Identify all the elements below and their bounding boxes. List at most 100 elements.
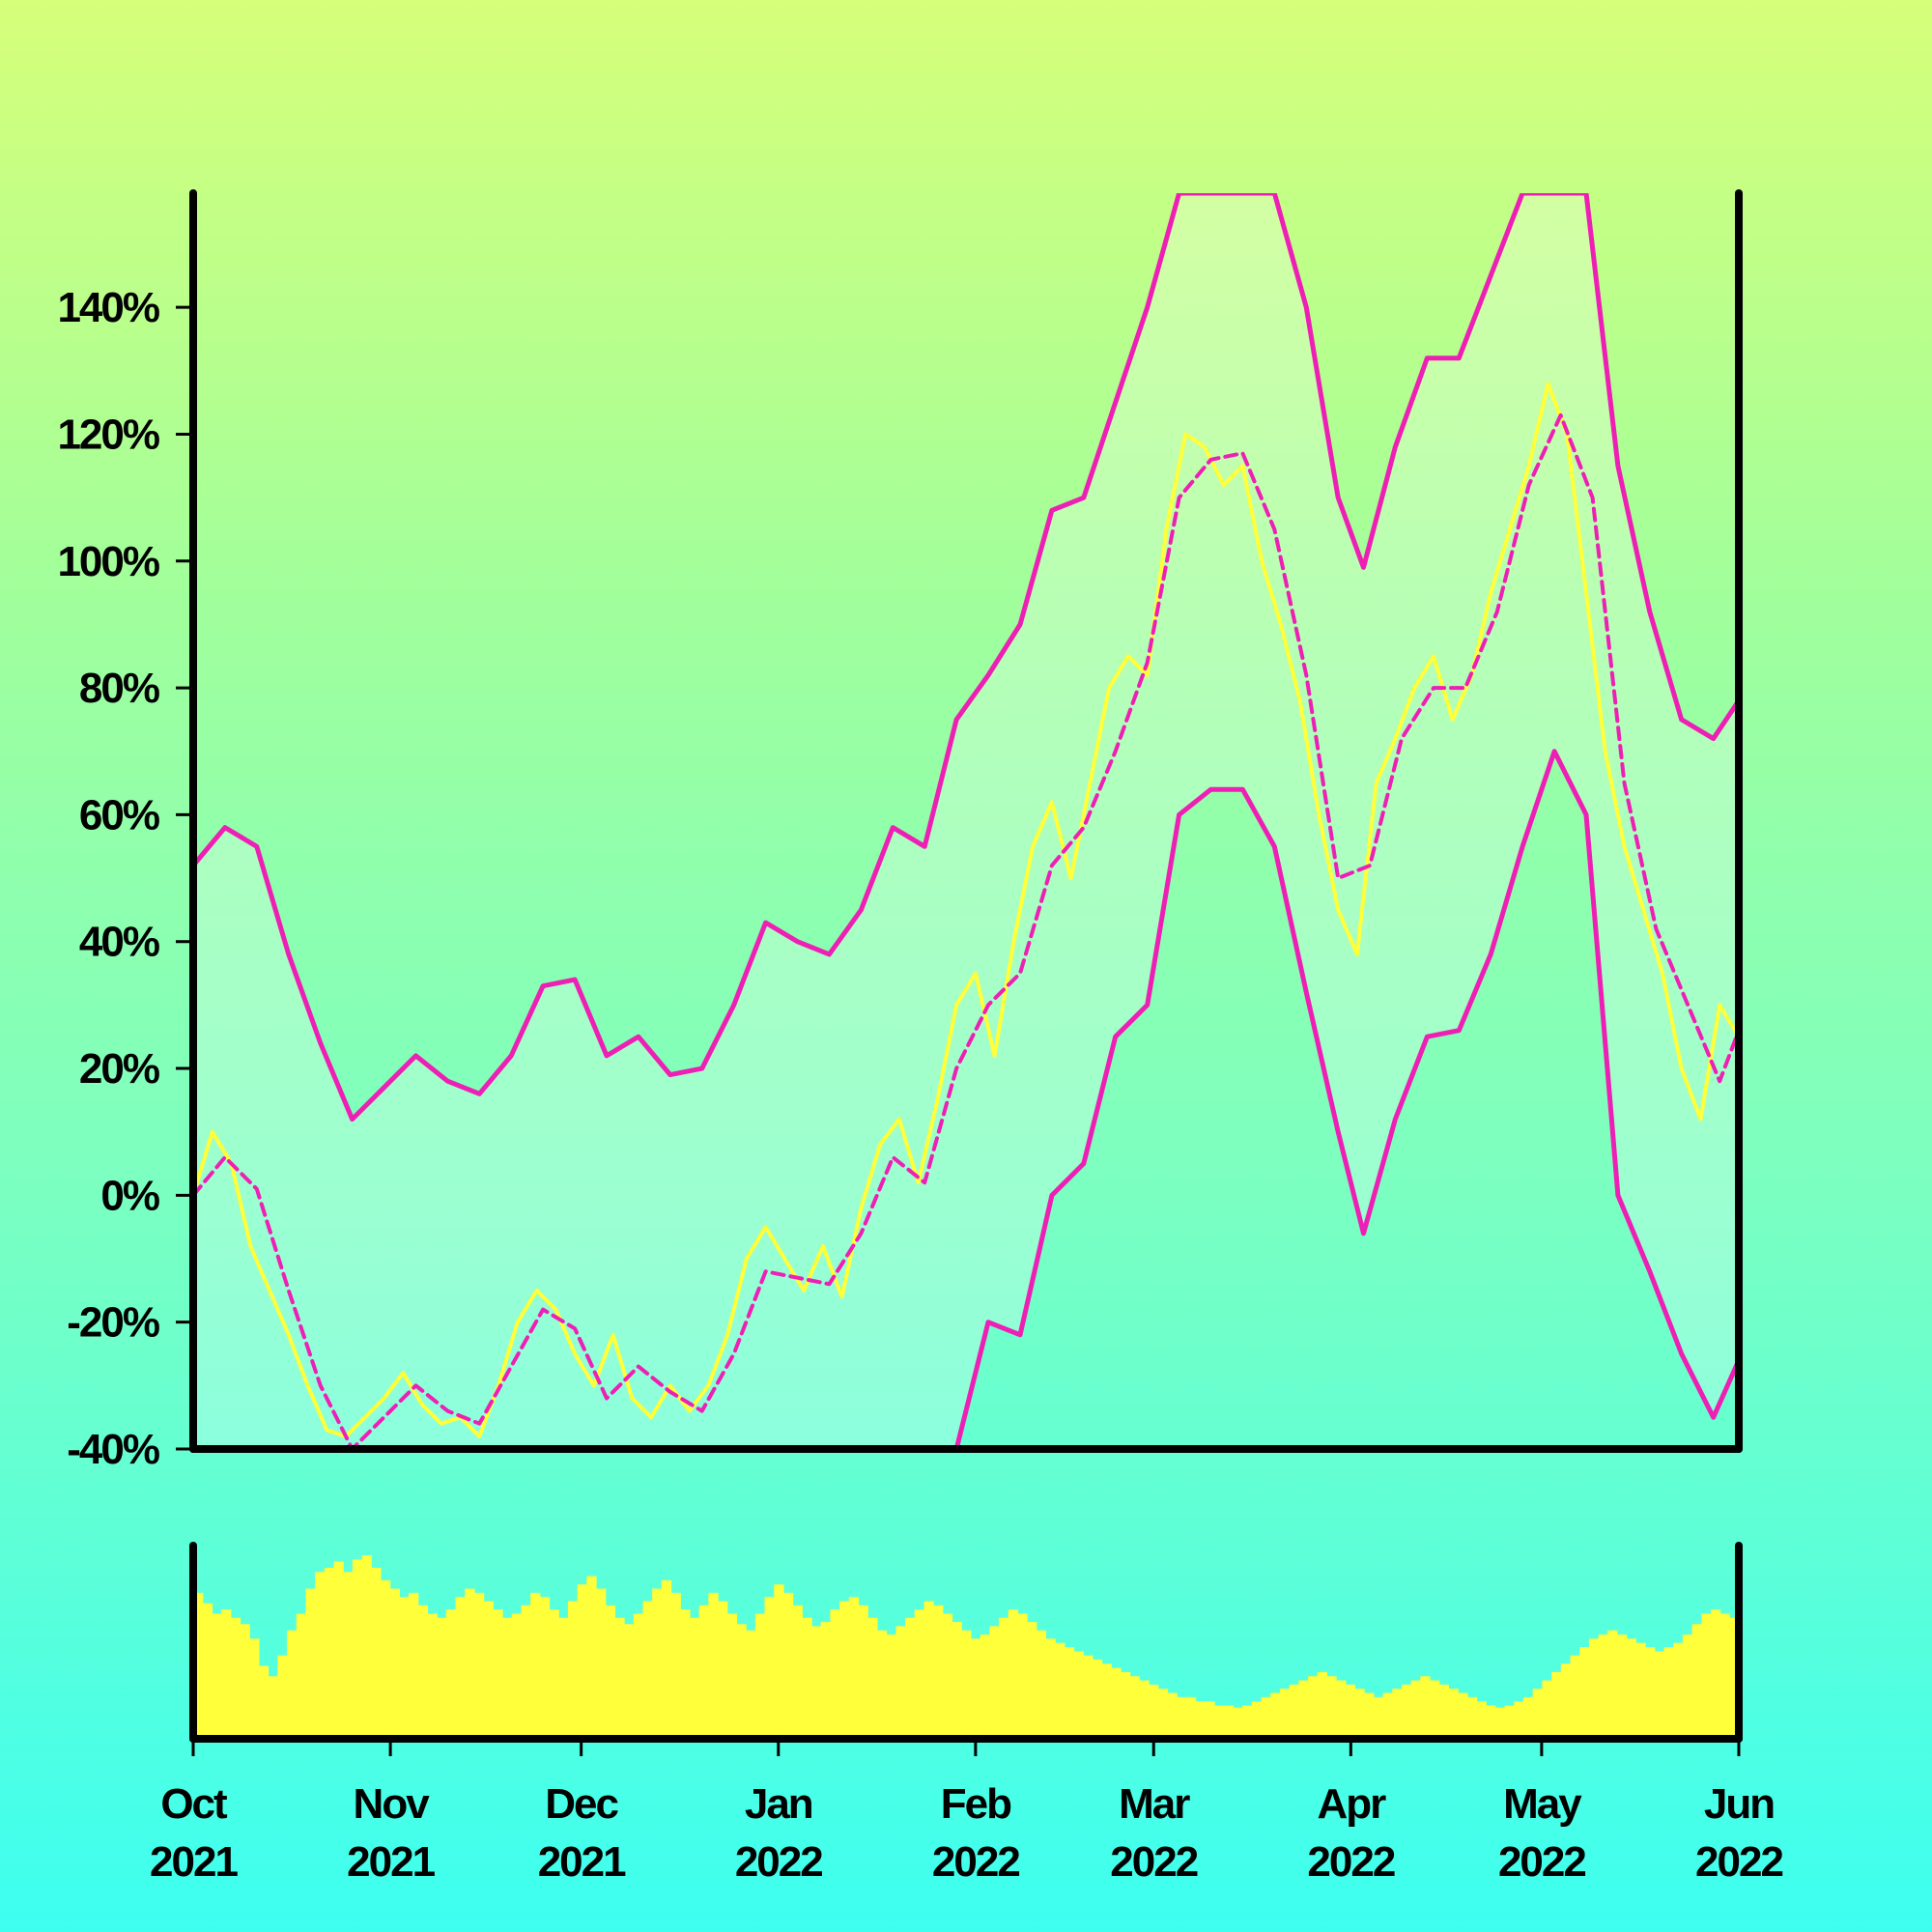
volume-bar bbox=[212, 1613, 222, 1739]
volume-bar bbox=[923, 1601, 934, 1739]
volume-bar bbox=[961, 1630, 972, 1739]
volume-bar bbox=[970, 1638, 981, 1739]
volume-bar bbox=[726, 1613, 738, 1739]
y-axis-ticks: -40% -20% 0% 20% 40% 60% 80% 100% 120% 140% bbox=[57, 284, 193, 1473]
y-tick-label: 100% bbox=[57, 538, 158, 585]
x-tick-year: 2021 bbox=[347, 1838, 435, 1886]
volume-bar bbox=[1560, 1663, 1572, 1739]
volume-bar bbox=[1121, 1671, 1131, 1739]
volume-bar bbox=[1195, 1701, 1206, 1739]
volume-bar bbox=[1494, 1707, 1506, 1739]
x-tick-month: Apr bbox=[1317, 1780, 1386, 1828]
price-line bbox=[193, 382, 1739, 1438]
volume-bar bbox=[1307, 1676, 1319, 1739]
volume-bar bbox=[586, 1576, 597, 1739]
volume-bar bbox=[286, 1630, 298, 1739]
x-tick-year: 2022 bbox=[932, 1838, 1019, 1886]
volume-bar bbox=[249, 1638, 260, 1739]
volume-bar bbox=[389, 1588, 400, 1739]
y-tick-label: -20% bbox=[67, 1299, 159, 1347]
volume-bar bbox=[1532, 1689, 1543, 1739]
volume-bar bbox=[577, 1584, 587, 1739]
volume-bar bbox=[1382, 1692, 1393, 1739]
volume-bar bbox=[782, 1592, 794, 1739]
volume-bar bbox=[1064, 1647, 1075, 1739]
volume-bar bbox=[718, 1601, 728, 1739]
volume-bar bbox=[736, 1624, 747, 1739]
volume-bar bbox=[1083, 1655, 1094, 1739]
volume-bar bbox=[1251, 1701, 1263, 1739]
volume-bar bbox=[221, 1609, 232, 1739]
y-tick-label: 60% bbox=[79, 791, 159, 838]
volume-bar bbox=[1607, 1630, 1618, 1739]
volume-bar bbox=[1279, 1689, 1291, 1739]
volume-bar bbox=[774, 1584, 784, 1739]
volume-bar bbox=[1401, 1684, 1412, 1739]
volume-bar bbox=[380, 1579, 391, 1739]
volume-bar bbox=[1691, 1624, 1702, 1739]
x-tick-month: Jun bbox=[1704, 1780, 1774, 1828]
volume-bar bbox=[1008, 1609, 1018, 1739]
volume-bar bbox=[1701, 1613, 1712, 1739]
moving-average-line bbox=[193, 412, 1739, 1449]
volume-bar bbox=[746, 1630, 756, 1739]
volume-bar bbox=[1157, 1689, 1169, 1739]
volume-bar bbox=[427, 1613, 438, 1739]
x-tick-year: 2021 bbox=[538, 1838, 626, 1886]
volume-bar bbox=[867, 1617, 878, 1739]
volume-bar bbox=[1185, 1696, 1197, 1739]
volume-bar bbox=[830, 1609, 840, 1739]
y-tick-label: 0% bbox=[100, 1172, 158, 1219]
volume-bar bbox=[876, 1630, 888, 1739]
volume-bar bbox=[465, 1588, 475, 1739]
x-tick-year: 2022 bbox=[1110, 1838, 1197, 1886]
volume-bar bbox=[361, 1555, 372, 1739]
x-axis-ticks: Oct 2021 Nov 2021 Dec 2021 Jan 2022 Feb 2022 Mar 20… bbox=[150, 1739, 1784, 1886]
volume-bar bbox=[277, 1655, 288, 1739]
band-layer bbox=[193, 193, 1739, 1449]
volume-bar bbox=[1654, 1651, 1665, 1739]
volume-bar bbox=[1579, 1647, 1590, 1739]
volume-bar bbox=[1027, 1622, 1037, 1739]
volume-bar bbox=[792, 1605, 803, 1739]
volume-bar bbox=[1223, 1705, 1234, 1739]
volume-bar bbox=[1242, 1705, 1253, 1739]
y-tick-label: 40% bbox=[79, 919, 159, 966]
volume-bar bbox=[352, 1559, 363, 1739]
volume-bar bbox=[521, 1605, 531, 1739]
volume-bar bbox=[296, 1613, 306, 1739]
volume-bar bbox=[605, 1605, 615, 1739]
volume-bar bbox=[933, 1605, 944, 1739]
volume-bar bbox=[1336, 1680, 1347, 1739]
volume-bar bbox=[652, 1588, 663, 1739]
volume-bar bbox=[1298, 1680, 1309, 1739]
lower-band-line bbox=[953, 749, 1739, 1449]
volume-bar bbox=[202, 1603, 213, 1739]
volume-bar bbox=[493, 1609, 503, 1739]
volume-bar bbox=[839, 1601, 850, 1739]
volume-bar bbox=[1326, 1676, 1337, 1739]
volume-bar bbox=[764, 1597, 775, 1739]
volume-bar bbox=[858, 1605, 868, 1739]
volume-bar bbox=[1167, 1692, 1178, 1739]
volume-bar bbox=[1458, 1692, 1468, 1739]
y-tick-label: 20% bbox=[79, 1045, 159, 1093]
volume-bar bbox=[689, 1617, 700, 1739]
volume-bar bbox=[1233, 1707, 1243, 1739]
volume-bar bbox=[1354, 1689, 1365, 1739]
volume-bar bbox=[708, 1592, 719, 1739]
volume-bar bbox=[1205, 1701, 1215, 1739]
x-tick-month: Jan bbox=[745, 1780, 812, 1828]
volume-bar bbox=[549, 1609, 559, 1739]
series-layer bbox=[193, 193, 1739, 1449]
volume-bar bbox=[1448, 1689, 1459, 1739]
volume-bar bbox=[1626, 1638, 1636, 1739]
volume-bar bbox=[193, 1592, 204, 1739]
x-tick-year: 2022 bbox=[1498, 1838, 1585, 1886]
volume-bar bbox=[473, 1592, 485, 1739]
volume-bar bbox=[1551, 1671, 1562, 1739]
volume-bar bbox=[614, 1617, 625, 1739]
volume-bar bbox=[1045, 1638, 1056, 1739]
volume-bar bbox=[1317, 1671, 1327, 1739]
volume-bar bbox=[258, 1665, 270, 1739]
